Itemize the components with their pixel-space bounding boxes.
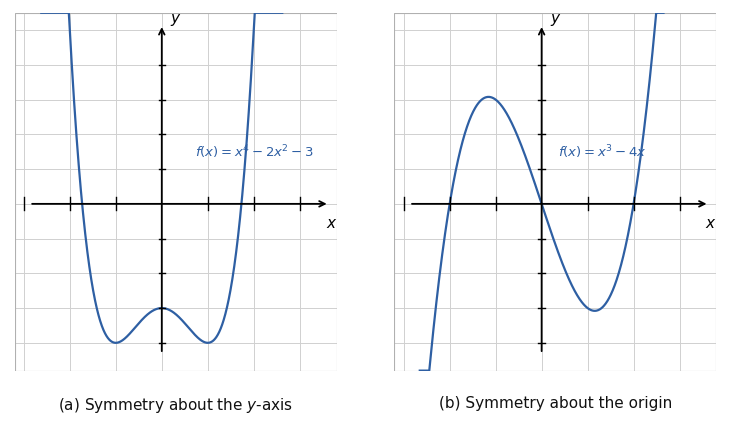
Text: $x$: $x$ (325, 216, 337, 231)
Text: $f(x) = x^4 - 2x^2 - 3$: $f(x) = x^4 - 2x^2 - 3$ (195, 143, 314, 161)
Text: $f(x) = x^3 - 4x$: $f(x) = x^3 - 4x$ (558, 143, 646, 161)
Text: $y$: $y$ (170, 12, 181, 29)
Text: $x$: $x$ (705, 216, 717, 231)
Text: $y$: $y$ (550, 12, 561, 29)
Text: (a) Symmetry about the $y$-axis: (a) Symmetry about the $y$-axis (58, 396, 293, 414)
Text: (b) Symmetry about the origin: (b) Symmetry about the origin (439, 396, 672, 411)
